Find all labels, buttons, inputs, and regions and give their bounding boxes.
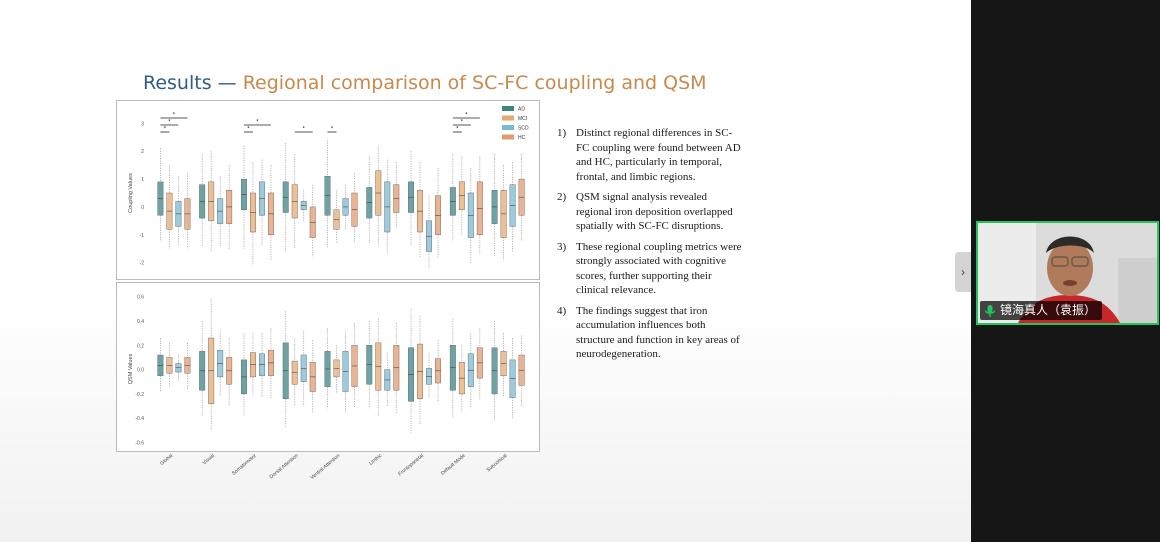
x-tick-label: Somatomotor <box>231 453 258 477</box>
collapse-panel-button[interactable]: › <box>955 252 971 292</box>
y-tick-label: 1 <box>141 177 144 183</box>
significance-star: * <box>164 127 167 133</box>
slide-title-results: Results <box>143 72 212 94</box>
significance-star: * <box>173 113 176 119</box>
legend-swatch-hc <box>502 134 514 140</box>
y-axis-label: Coupling Values <box>128 173 134 213</box>
y-axis-label: QSM Values <box>128 354 134 385</box>
slide-title: Results — Regional comparison of SC-FC c… <box>143 72 707 94</box>
x-tick-label: Frontoparietal <box>397 453 424 477</box>
x-tick-label: Global <box>159 453 174 467</box>
x-tick-label: Subcortical <box>486 453 509 473</box>
y-tick-label: -1 <box>140 233 145 239</box>
coupling-chart-panel: Coupling Values 3 2 1 0 -1 -2 * * * * * * * * * * AD MCI SC… <box>116 100 540 280</box>
finding-item: 2) QSM signal analysis revealed regional … <box>557 191 733 232</box>
legend-label-ad: AD <box>518 107 525 113</box>
participant-name: 镜海真人（袁振） <box>1000 303 1097 317</box>
significance-star: * <box>247 127 250 133</box>
x-tick-label: Ventral Attention <box>310 453 342 481</box>
slide-title-dash: — <box>217 72 237 94</box>
slide-title-topic: Regional comparison of SC-FC coupling an… <box>242 72 707 94</box>
mic-icon <box>984 304 996 317</box>
qsm-values-boxplot: QSM Values 0.6 0.4 0.2 0.0 -0.2 -0.4 -0.6 <box>128 295 525 447</box>
x-tick-label: Visual <box>202 453 216 466</box>
participant-video-tile[interactable]: 镜海真人（袁振） <box>976 221 1159 325</box>
presentation-slide: Results — Regional comparison of SC-FC c… <box>0 0 971 542</box>
y-tick-label: 0.4 <box>137 319 144 325</box>
chevron-right-icon: › <box>961 265 965 279</box>
y-tick-label: 2 <box>141 149 144 155</box>
participant-name-tag: 镜海真人（袁振） <box>980 301 1103 320</box>
y-tick-label: -0.6 <box>135 441 144 447</box>
significance-star: * <box>331 127 334 133</box>
legend-label-scd: SCD <box>518 126 529 132</box>
significance-star: * <box>465 113 468 119</box>
y-tick-label: -0.4 <box>135 416 144 422</box>
y-tick-label: 3 <box>141 121 144 127</box>
y-tick-label: 0.0 <box>137 368 144 374</box>
finding-item: 1) Distinct regional differences in SC-FC… <box>557 127 741 183</box>
significance-star: * <box>303 127 306 133</box>
legend-swatch-scd <box>502 125 514 130</box>
significance-star: * <box>256 120 259 126</box>
y-tick-label: 0.6 <box>137 295 144 301</box>
finding-item: 4) The findings suggest that iron accumul… <box>557 304 740 361</box>
significance-star: * <box>456 127 459 133</box>
x-tick-label: Limbic <box>368 453 383 467</box>
legend-swatch-ad <box>502 106 514 111</box>
y-tick-label: 0.2 <box>137 343 144 349</box>
y-tick-label: -2 <box>140 261 145 267</box>
legend-label-hc: HC <box>518 135 526 141</box>
region-axis-labels: Global Visual Somatomotor Dorsal Attention V… <box>159 453 509 481</box>
x-tick-label: Dorsal Attention <box>269 453 300 480</box>
significance-star: * <box>461 120 464 126</box>
y-tick-label: -0.2 <box>135 392 144 398</box>
legend-label-mci: MCI <box>518 116 527 122</box>
legend-swatch-mci <box>502 115 514 121</box>
y-tick-label: 0 <box>141 205 144 211</box>
significance-star: * <box>168 120 171 126</box>
finding-item: 3) These regional coupling metrics were s… <box>557 240 742 297</box>
findings-list: 1) Distinct regional differences in SC-FC… <box>557 126 742 368</box>
qsm-chart-panel: QSM Values 0.6 0.4 0.2 0.0 -0.2 -0.4 -0.6 <box>116 282 540 452</box>
x-tick-label: Default Mode <box>440 453 467 477</box>
